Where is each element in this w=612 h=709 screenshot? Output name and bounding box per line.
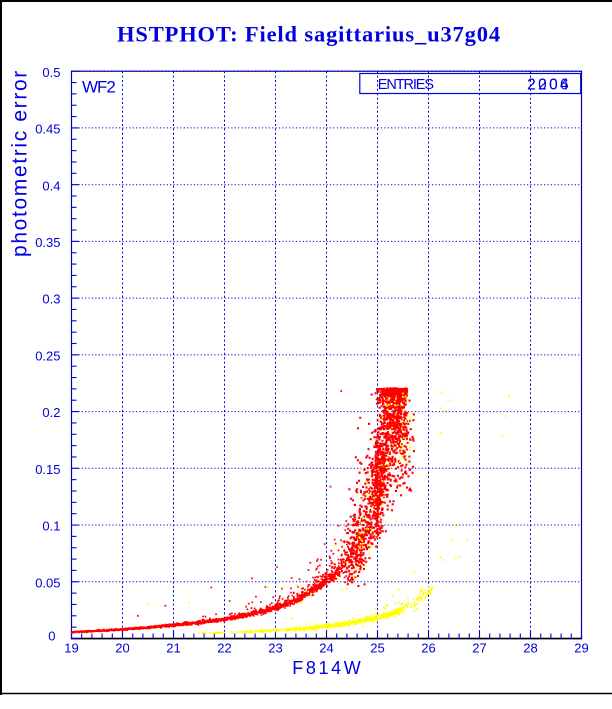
svg-text:0.1: 0.1: [42, 519, 60, 534]
svg-text:21: 21: [166, 641, 180, 656]
svg-text:0.15: 0.15: [35, 462, 60, 477]
svg-text:0.5: 0.5: [42, 65, 60, 80]
svg-text:0.25: 0.25: [35, 349, 60, 364]
svg-text:0.3: 0.3: [42, 292, 60, 307]
svg-text:0.4: 0.4: [42, 178, 60, 193]
svg-text:F814W: F814W: [292, 658, 363, 678]
svg-text:HSTPHOT: Field sagittarius_u37: HSTPHOT: Field sagittarius_u37g04: [117, 22, 501, 47]
svg-text:20: 20: [115, 641, 129, 656]
svg-text:23: 23: [268, 641, 282, 656]
svg-text:0.2: 0.2: [42, 405, 60, 420]
svg-text:27: 27: [472, 641, 486, 656]
svg-text:29: 29: [574, 641, 588, 656]
svg-text:0.05: 0.05: [35, 575, 60, 590]
svg-text:24: 24: [319, 641, 333, 656]
svg-text:photometric error: photometric error: [8, 69, 31, 257]
svg-text:0: 0: [48, 629, 55, 644]
svg-text:26: 26: [421, 641, 435, 656]
svg-text:0.35: 0.35: [35, 235, 60, 250]
svg-text:0.45: 0.45: [35, 122, 60, 137]
svg-text:28: 28: [523, 641, 537, 656]
svg-text:25: 25: [370, 641, 384, 656]
svg-text:22: 22: [217, 641, 231, 656]
svg-text:WF2: WF2: [82, 78, 115, 97]
svg-text:ENTRIES: ENTRIES: [378, 77, 434, 93]
svg-text:19: 19: [64, 641, 78, 656]
svg-text:2006: 2006: [527, 77, 571, 94]
svg-text:2204: 2204: [527, 77, 571, 94]
